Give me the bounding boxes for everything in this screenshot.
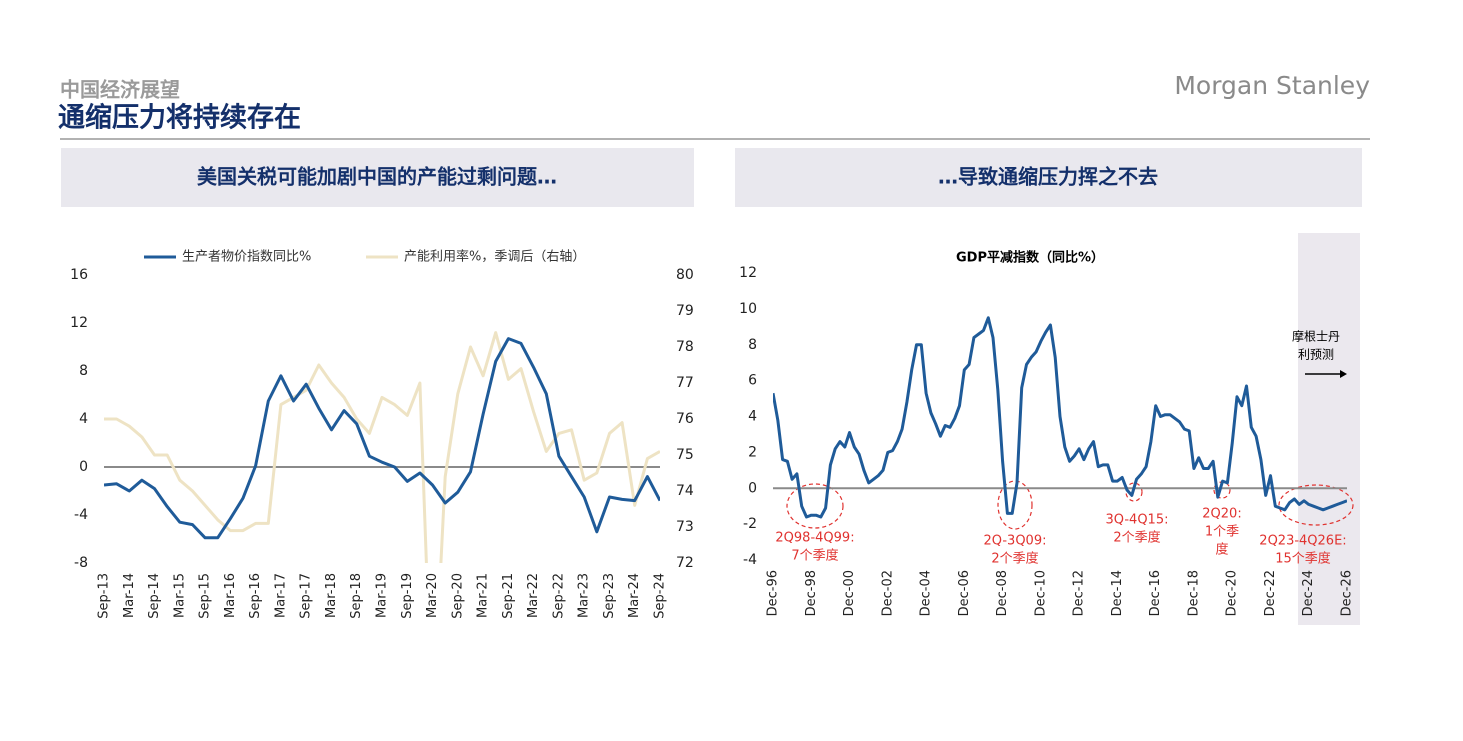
y-tick-label: 4 <box>748 409 757 425</box>
data-line <box>104 337 660 540</box>
y-tick-label: 10 <box>739 301 757 317</box>
y2-tick-label: 80 <box>676 267 694 283</box>
y2-tick-label: 75 <box>676 447 694 463</box>
forecast-note: 利预测 <box>1298 348 1334 362</box>
x-tick-label: Sep-20 <box>450 573 465 619</box>
x-tick-label: Mar-23 <box>577 573 592 618</box>
y-tick-label: -2 <box>743 516 757 532</box>
x-tick-label: Sep-16 <box>248 573 263 619</box>
x-tick-label: Mar-16 <box>223 573 238 618</box>
y2-tick-label: 79 <box>676 303 694 319</box>
x-tick-label: Dec-12 <box>1072 570 1087 616</box>
annotation: 2Q98-4Q99: <box>775 531 854 546</box>
x-tick-label: Dec-24 <box>1301 570 1316 616</box>
x-tick-label: Mar-14 <box>122 573 137 618</box>
x-tick-label: Sep-18 <box>349 573 364 619</box>
y2-tick-label: 76 <box>676 411 694 427</box>
x-tick-label: Dec-04 <box>919 570 934 616</box>
x-tick-label: Mar-24 <box>627 573 642 618</box>
panel-title: 美国关税可能加剧中国的产能过剩问题… <box>197 165 557 189</box>
y-tick-label: 0 <box>79 459 88 475</box>
chart-title: GDP平减指数（同比%） <box>956 250 1104 266</box>
y-tick-label: 12 <box>739 265 757 281</box>
x-tick-label: Mar-19 <box>375 573 390 618</box>
x-tick-label: Mar-15 <box>172 573 187 618</box>
x-tick-label: Mar-18 <box>324 573 339 618</box>
annotation: 3Q-4Q15: <box>1106 513 1169 528</box>
y2-tick-label: 72 <box>676 555 694 571</box>
legend-label: 产能利用率%，季调后（右轴） <box>404 249 585 265</box>
y2-tick-label: 77 <box>676 375 694 391</box>
x-tick-label: Sep-14 <box>147 573 162 619</box>
x-tick-label: Mar-22 <box>526 573 541 618</box>
y-tick-label: 8 <box>79 363 88 379</box>
subtitle: 中国经济展望 <box>60 78 180 102</box>
panel-header <box>61 148 694 207</box>
x-tick-label: Dec-00 <box>842 570 857 616</box>
title: 通缩压力将持续存在 <box>58 102 301 134</box>
annotation: 7个季度 <box>791 548 838 564</box>
forecast-arrow-head <box>1340 370 1347 378</box>
data-line <box>104 331 660 563</box>
annotation: 2个季度 <box>991 551 1038 567</box>
x-tick-label: Mar-20 <box>425 573 440 618</box>
legend-label: 生产者物价指数同比% <box>182 250 311 265</box>
annotation: 2Q23-4Q26E: <box>1259 534 1346 549</box>
x-tick-label: Dec-20 <box>1225 570 1240 616</box>
forecast-shade <box>1298 233 1360 625</box>
x-tick-label: Mar-17 <box>273 573 288 618</box>
x-tick-label: Mar-21 <box>476 573 491 618</box>
y-tick-label: 2 <box>748 444 757 460</box>
x-tick-label: Dec-02 <box>880 570 895 616</box>
y-tick-label: -4 <box>74 507 88 523</box>
x-tick-label: Dec-96 <box>766 570 781 616</box>
x-tick-label: Dec-10 <box>1033 570 1048 616</box>
y2-tick-label: 74 <box>676 483 694 499</box>
data-line <box>773 316 1347 519</box>
y-tick-label: 4 <box>79 411 88 427</box>
y2-tick-label: 78 <box>676 339 694 355</box>
y-tick-label: 0 <box>748 480 757 496</box>
x-tick-label: Dec-16 <box>1148 570 1163 616</box>
panel-header <box>735 148 1362 207</box>
x-tick-label: Dec-26 <box>1340 570 1355 616</box>
x-tick-label: Dec-22 <box>1263 570 1278 616</box>
x-tick-label: Dec-14 <box>1110 570 1125 616</box>
x-tick-label: Sep-19 <box>400 573 415 619</box>
x-tick-label: Dec-06 <box>957 570 972 616</box>
y-tick-label: -8 <box>74 555 88 571</box>
x-tick-label: Sep-13 <box>97 573 112 619</box>
y-tick-label: 8 <box>748 337 757 353</box>
x-tick-label: Sep-15 <box>198 573 213 619</box>
x-tick-label: Sep-23 <box>602 573 617 619</box>
annotation: 1个季 <box>1205 525 1239 540</box>
annotation: 15个季度 <box>1275 551 1331 567</box>
x-tick-label: Sep-21 <box>501 573 516 619</box>
y-tick-label: 16 <box>70 267 88 283</box>
x-tick-label: Sep-17 <box>299 573 314 619</box>
annotation: 度 <box>1215 542 1228 558</box>
x-tick-label: Sep-22 <box>551 573 566 619</box>
x-tick-label: Sep-24 <box>653 573 668 619</box>
x-tick-label: Dec-98 <box>804 570 819 616</box>
logo: Morgan Stanley <box>1174 71 1370 100</box>
x-tick-label: Dec-08 <box>995 570 1010 616</box>
y-tick-label: -4 <box>743 552 757 568</box>
y-tick-label: 12 <box>70 315 88 331</box>
annotation: 2Q20: <box>1202 507 1241 522</box>
annotation: 2Q-3Q09: <box>984 534 1047 549</box>
panel-title: …导致通缩压力挥之不去 <box>938 165 1158 189</box>
x-tick-label: Dec-18 <box>1186 570 1201 616</box>
annotation: 2个季度 <box>1113 530 1160 546</box>
y-tick-label: 6 <box>748 373 757 389</box>
y2-tick-label: 73 <box>676 519 694 535</box>
forecast-note: 摩根士丹 <box>1292 329 1340 344</box>
